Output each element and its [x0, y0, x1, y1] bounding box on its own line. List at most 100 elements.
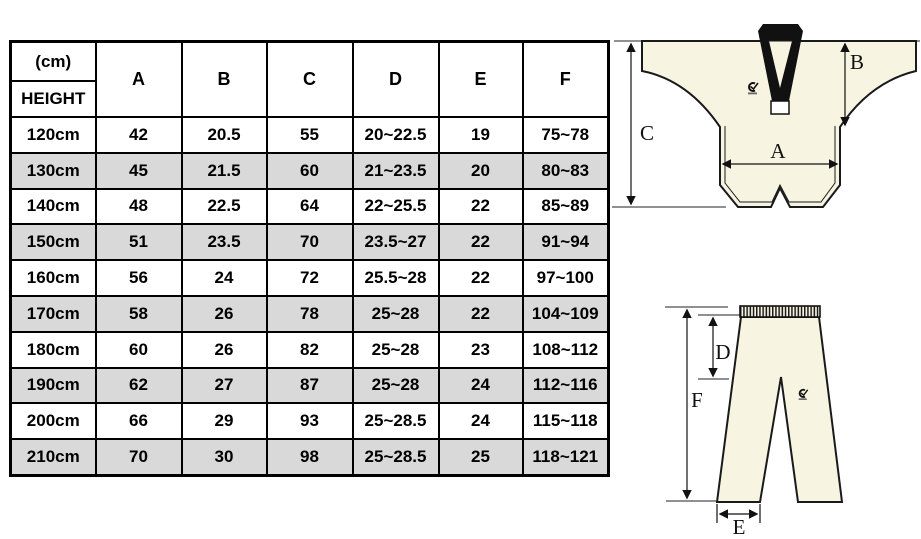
header-row-height: HEIGHT — [9, 80, 609, 118]
height-cell: 150cm — [9, 223, 97, 262]
height-cell: 200cm — [9, 402, 97, 441]
column-header-a: A — [94, 40, 183, 118]
value-cell: 56 — [94, 259, 183, 297]
height-cell: 140cm — [9, 187, 97, 226]
table-row: 180cm 60 26 82 25~28 23 108~112 — [9, 330, 610, 369]
value-cell: 91~94 — [521, 223, 610, 262]
value-cell: 75~78 — [521, 116, 610, 154]
value-cell: 64 — [265, 187, 354, 226]
value-cell: 24 — [437, 366, 524, 405]
pants-body — [715, 316, 844, 503]
value-cell: 25~28 — [351, 366, 440, 405]
label-e: E — [733, 515, 746, 539]
label-a: A — [770, 139, 786, 163]
height-cell: 190cm — [9, 366, 97, 405]
value-cell: 27 — [180, 366, 268, 405]
value-cell: 26 — [180, 330, 268, 369]
value-cell: 45 — [94, 151, 183, 190]
value-cell: 19 — [437, 116, 524, 154]
value-cell: 93 — [265, 402, 354, 441]
table-row: 190cm 62 27 87 25~28 24 112~116 — [9, 366, 610, 405]
value-cell: 78 — [265, 294, 354, 333]
value-cell: 108~112 — [521, 330, 610, 369]
header-row-unit: (cm) A B C D E F — [9, 40, 610, 118]
hem-seam-line — [724, 126, 836, 203]
size-table-body: 120cm 42 20.5 55 20~22.5 19 75~78 130cm 45 21.5 60… — [9, 116, 610, 477]
value-cell: 58 — [94, 294, 183, 333]
label-f: F — [691, 388, 703, 412]
table-row: 150cm 51 23.5 70 23.5~27 22 91~94 — [9, 223, 610, 262]
label-c: C — [640, 121, 654, 145]
value-cell: 23.5 — [180, 223, 268, 262]
height-cell: 160cm — [9, 259, 97, 297]
value-cell: 70 — [94, 438, 183, 477]
value-cell: 20 — [437, 151, 524, 190]
value-cell: 60 — [265, 151, 354, 190]
column-header-d: D — [351, 40, 440, 118]
value-cell: 115~118 — [521, 402, 610, 441]
value-cell: 26 — [180, 294, 268, 333]
value-cell: 22.5 — [180, 187, 268, 226]
height-cell: 120cm — [9, 116, 97, 154]
column-header-b: B — [180, 40, 268, 118]
value-cell: 22 — [437, 294, 524, 333]
value-cell: 21.5 — [180, 151, 268, 190]
height-cell: 170cm — [9, 294, 97, 333]
value-cell: 30 — [180, 438, 268, 477]
table-row: 140cm 48 22.5 64 22~25.5 22 85~89 — [9, 187, 610, 226]
collar-opening — [769, 41, 792, 88]
collar-tag — [770, 100, 790, 115]
unit-header-cell: (cm) — [9, 40, 97, 82]
value-cell: 112~116 — [521, 366, 610, 405]
value-cell: 22 — [437, 187, 524, 226]
brand-swoosh-logo-icon — [748, 82, 759, 95]
value-cell: 22 — [437, 223, 524, 262]
jacket-diagram: A B C — [612, 24, 920, 208]
value-cell: 82 — [265, 330, 354, 369]
value-cell: 25.5~28 — [351, 259, 440, 297]
value-cell: 22 — [437, 259, 524, 297]
value-cell: 21~23.5 — [351, 151, 440, 190]
table-row: 120cm 42 20.5 55 20~22.5 19 75~78 — [9, 116, 610, 154]
value-cell: 97~100 — [521, 259, 610, 297]
column-header-f: F — [521, 40, 610, 118]
table-row: 170cm 58 26 78 25~28 22 104~109 — [9, 294, 610, 333]
height-cell: 210cm — [9, 438, 97, 477]
value-cell: 24 — [437, 402, 524, 441]
height-cell: 180cm — [9, 330, 97, 369]
label-d: D — [715, 340, 730, 364]
value-cell: 48 — [94, 187, 183, 226]
value-cell: 24 — [180, 259, 268, 297]
value-cell: 25 — [437, 438, 524, 477]
brand-swoosh-logo-icon — [798, 388, 809, 400]
table-row: 210cm 70 30 98 25~28.5 25 118~121 — [9, 438, 610, 477]
value-cell: 25~28 — [351, 294, 440, 333]
value-cell: 25~28.5 — [351, 402, 440, 441]
column-header-c: C — [265, 40, 354, 118]
value-cell: 55 — [265, 116, 354, 154]
value-cell: 70 — [265, 223, 354, 262]
value-cell: 72 — [265, 259, 354, 297]
value-cell: 104~109 — [521, 294, 610, 333]
value-cell: 42 — [94, 116, 183, 154]
value-cell: 85~89 — [521, 187, 610, 226]
value-cell: 20.5 — [180, 116, 268, 154]
value-cell: 23.5~27 — [351, 223, 440, 262]
label-b: B — [850, 50, 864, 74]
value-cell: 20~22.5 — [351, 116, 440, 154]
column-header-e: E — [437, 40, 524, 118]
table-row: 130cm 45 21.5 60 21~23.5 20 80~83 — [9, 151, 610, 190]
value-cell: 23 — [437, 330, 524, 369]
value-cell: 29 — [180, 402, 268, 441]
size-table-header: (cm) A B C D E F HEIGHT — [9, 40, 610, 118]
value-cell: 62 — [94, 366, 183, 405]
value-cell: 66 — [94, 402, 183, 441]
height-header-cell: HEIGHT — [9, 80, 97, 118]
value-cell: 87 — [265, 366, 354, 405]
pants-diagram: D F E — [665, 305, 844, 539]
value-cell: 25~28 — [351, 330, 440, 369]
value-cell: 51 — [94, 223, 183, 262]
value-cell: 80~83 — [521, 151, 610, 190]
table-row: 200cm 66 29 93 25~28.5 24 115~118 — [9, 402, 610, 441]
